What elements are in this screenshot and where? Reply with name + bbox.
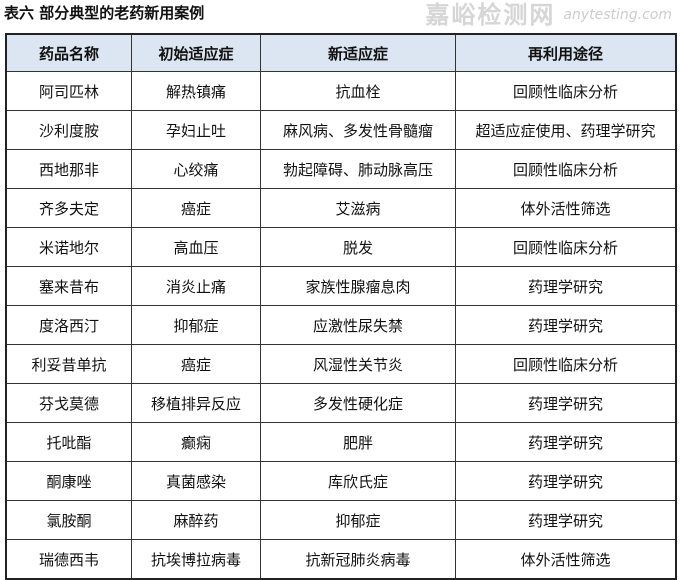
cell-drug-name: 氯胺酮 [5, 500, 132, 540]
cell-new-indication: 家族性腺瘤息肉 [260, 266, 456, 306]
cell-drug-name: 阿司匹林 [5, 71, 132, 111]
cell-repurposing-route: 回顾性临床分析 [455, 149, 677, 189]
cell-original-indication: 癌症 [131, 344, 261, 384]
cell-repurposing-route: 药理学研究 [455, 383, 677, 423]
cell-original-indication: 移植排异反应 [131, 383, 261, 423]
cell-repurposing-route: 药理学研究 [455, 500, 677, 540]
cell-repurposing-route: 体外活性筛选 [455, 539, 677, 580]
cell-new-indication: 多发性硬化症 [260, 383, 456, 423]
cell-original-indication: 心绞痛 [131, 149, 261, 189]
cell-original-indication: 癌症 [131, 188, 261, 228]
cell-new-indication: 艾滋病 [260, 188, 456, 228]
table-row: 托吡酯 癫痫 肥胖 药理学研究 [5, 422, 677, 462]
table-row: 塞来昔布 消炎止痛 家族性腺瘤息肉 药理学研究 [5, 266, 677, 306]
cell-drug-name: 塞来昔布 [5, 266, 132, 306]
cell-repurposing-route: 超适应症使用、药理学研究 [455, 110, 677, 150]
cell-original-indication: 抑郁症 [131, 305, 261, 345]
header-original-indication: 初始适应症 [131, 33, 261, 72]
table-row: 酮康唑 真菌感染 库欣氏症 药理学研究 [5, 461, 677, 501]
cell-drug-name: 度洛西汀 [5, 305, 132, 345]
header-row: 药品名称 初始适应症 新适应症 再利用途径 [5, 33, 677, 72]
cell-drug-name: 西地那非 [5, 149, 132, 189]
cell-drug-name: 利妥昔单抗 [5, 344, 132, 384]
watermark-box: 嘉峪检测网 anytesting.com [425, 0, 672, 30]
table-row: 度洛西汀 抑郁症 应激性尿失禁 药理学研究 [5, 305, 677, 345]
header-repurposing-route: 再利用途径 [455, 33, 677, 72]
cell-new-indication: 脱发 [260, 227, 456, 267]
table-row: 沙利度胺 孕妇止吐 麻风病、多发性骨髓瘤 超适应症使用、药理学研究 [5, 110, 677, 150]
cell-new-indication: 抗血栓 [260, 71, 456, 111]
cell-new-indication: 抑郁症 [260, 500, 456, 540]
cell-new-indication: 库欣氏症 [260, 461, 456, 501]
cell-original-indication: 麻醉药 [131, 500, 261, 540]
table-row: 阿司匹林 解热镇痛 抗血栓 回顾性临床分析 [5, 71, 677, 111]
cell-original-indication: 消炎止痛 [131, 266, 261, 306]
table-title: 表六 部分典型的老药新用案例 [4, 4, 205, 22]
table-row: 米诺地尔 高血压 脱发 回顾性临床分析 [5, 227, 677, 267]
cell-drug-name: 托吡酯 [5, 422, 132, 462]
cell-drug-name: 瑞德西韦 [5, 539, 132, 580]
cell-repurposing-route: 回顾性临床分析 [455, 71, 677, 111]
table-row: 西地那非 心绞痛 勃起障碍、肺动脉高压 回顾性临床分析 [5, 149, 677, 189]
cell-original-indication: 抗埃博拉病毒 [131, 539, 261, 580]
cell-new-indication: 抗新冠肺炎病毒 [260, 539, 456, 580]
cell-repurposing-route: 回顾性临床分析 [455, 227, 677, 267]
cell-repurposing-route: 药理学研究 [455, 305, 677, 345]
cell-drug-name: 米诺地尔 [5, 227, 132, 267]
cell-repurposing-route: 回顾性临床分析 [455, 344, 677, 384]
cell-drug-name: 芬戈莫德 [5, 383, 132, 423]
watermark: 嘉峪检测网 [425, 1, 556, 29]
table-row: 利妥昔单抗 癌症 风湿性关节炎 回顾性临床分析 [5, 344, 677, 384]
cell-repurposing-route: 体外活性筛选 [455, 188, 677, 228]
cell-new-indication: 肥胖 [260, 422, 456, 462]
cell-new-indication: 麻风病、多发性骨髓瘤 [260, 110, 456, 150]
cell-repurposing-route: 药理学研究 [455, 266, 677, 306]
cell-original-indication: 解热镇痛 [131, 71, 261, 111]
cell-new-indication: 勃起障碍、肺动脉高压 [260, 149, 456, 189]
cell-new-indication: 应激性尿失禁 [260, 305, 456, 345]
cell-original-indication: 真菌感染 [131, 461, 261, 501]
cell-repurposing-route: 药理学研究 [455, 422, 677, 462]
table-row: 齐多夫定 癌症 艾滋病 体外活性筛选 [5, 188, 677, 228]
cell-repurposing-route: 药理学研究 [455, 461, 677, 501]
cell-drug-name: 齐多夫定 [5, 188, 132, 228]
header-new-indication: 新适应症 [260, 33, 456, 72]
cell-drug-name: 酮康唑 [5, 461, 132, 501]
table-row: 芬戈莫德 移植排异反应 多发性硬化症 药理学研究 [5, 383, 677, 423]
cell-new-indication: 风湿性关节炎 [260, 344, 456, 384]
cell-original-indication: 孕妇止吐 [131, 110, 261, 150]
drug-repurposing-table: 药品名称 初始适应症 新适应症 再利用途径 阿司匹林 解热镇痛 抗血栓 回顾性临床分析… [5, 33, 677, 580]
cell-drug-name: 沙利度胺 [5, 110, 132, 150]
header-drug-name: 药品名称 [5, 33, 132, 72]
table-row: 瑞德西韦 抗埃博拉病毒 抗新冠肺炎病毒 体外活性筛选 [5, 539, 677, 580]
watermark-url: anytesting.com [563, 7, 672, 23]
cell-original-indication: 癫痫 [131, 422, 261, 462]
cell-original-indication: 高血压 [131, 227, 261, 267]
table-row: 氯胺酮 麻醉药 抑郁症 药理学研究 [5, 500, 677, 540]
